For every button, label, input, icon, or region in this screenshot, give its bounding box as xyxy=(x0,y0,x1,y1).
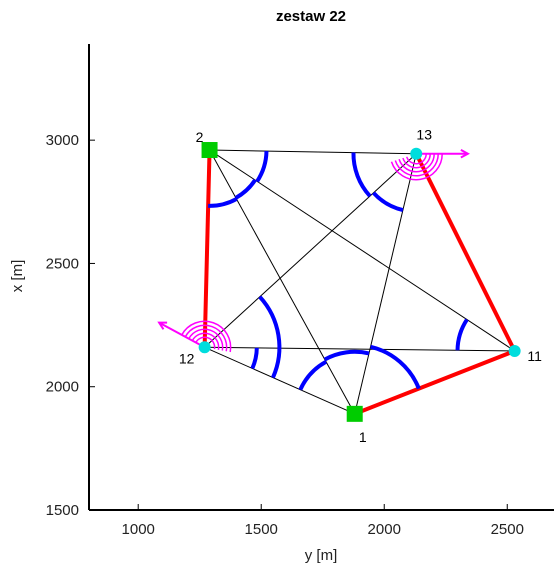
angle-arc-11 xyxy=(455,318,469,351)
angle-arc-13 xyxy=(372,191,404,213)
arrow-head xyxy=(157,321,168,330)
x-axis-title: y [m] xyxy=(305,547,338,564)
observation-line-2-13 xyxy=(209,149,417,155)
angle-arc-12 xyxy=(250,347,259,370)
new-point-11 xyxy=(508,344,521,357)
point-label-11: 11 xyxy=(527,348,542,364)
point-label-13: 13 xyxy=(416,127,432,143)
observation-line-12-1 xyxy=(204,346,355,415)
point-label-12: 12 xyxy=(179,350,195,366)
y-tick-label: 2000 xyxy=(46,379,79,396)
direction-arrow-12 xyxy=(158,321,206,349)
traverse-line-1-11 xyxy=(352,348,517,416)
observation-line-12-11 xyxy=(204,346,515,352)
y-tick-label: 3000 xyxy=(46,132,79,149)
angle-arc-1 xyxy=(370,344,421,390)
direction-fan-arc xyxy=(195,336,216,350)
axes xyxy=(88,44,554,511)
direction-fan-arc xyxy=(390,153,443,181)
y-tick-label: 1500 xyxy=(46,502,79,519)
direction-fan-arc xyxy=(402,153,431,169)
arrow-head xyxy=(460,149,470,159)
x-tick-label: 1500 xyxy=(245,521,278,538)
direction-fan-arc xyxy=(184,324,228,352)
tick-group: 1000 1500 2000 2500 1500 2000 2500 3000 xyxy=(46,132,524,538)
direction-fan-arc xyxy=(181,320,232,353)
angle-arc-13 xyxy=(351,152,372,198)
new-point-12 xyxy=(198,341,211,354)
angle-arc-2 xyxy=(234,178,257,200)
x-tick-label: 1000 xyxy=(122,521,155,538)
angle-arc-2 xyxy=(255,150,269,183)
traverse-line-2-12 xyxy=(202,148,212,350)
direction-fan-arc xyxy=(405,153,427,165)
x-tick-label: 2500 xyxy=(491,521,524,538)
angle-arc-1 xyxy=(298,359,328,391)
y-axis-title: x [m] xyxy=(9,260,26,293)
observation-line-13-1 xyxy=(354,153,417,414)
direction-fan-arc xyxy=(188,328,224,351)
direction-fan-arc xyxy=(191,332,220,350)
y-tick-label: 2500 xyxy=(46,255,79,272)
fixed-point-1 xyxy=(346,405,363,422)
observation-line-2-1 xyxy=(209,149,356,415)
direction-fan-arc xyxy=(398,153,435,173)
point-label-2: 2 xyxy=(196,129,204,145)
traverse-line-11-13 xyxy=(414,151,517,353)
angle-arc-1 xyxy=(323,349,370,362)
observation-lines xyxy=(204,149,515,415)
point-label-1: 1 xyxy=(359,429,367,445)
fixed-point-2 xyxy=(201,142,218,159)
observation-line-12-13 xyxy=(204,153,417,348)
chart-title: zestaw 22 xyxy=(276,8,346,25)
traverse-lines xyxy=(202,148,517,416)
angle-arc-2 xyxy=(208,197,238,208)
observation-line-2-11 xyxy=(209,149,515,352)
direction-fan-arc xyxy=(394,153,439,177)
direction-arrows xyxy=(157,149,470,353)
new-point-13 xyxy=(410,147,423,160)
angle-arcs xyxy=(208,150,469,391)
angle-arc-12 xyxy=(258,295,282,379)
x-tick-label: 2000 xyxy=(368,521,401,538)
